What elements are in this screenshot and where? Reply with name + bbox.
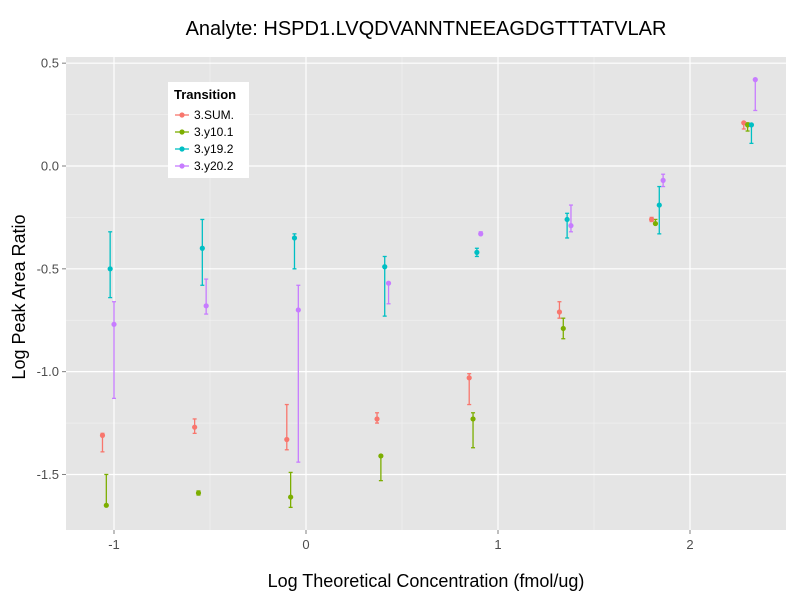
error-bars <box>100 78 758 509</box>
data-points <box>99 77 758 508</box>
data-point <box>649 216 655 223</box>
data-point <box>385 280 392 286</box>
data-point <box>203 303 209 309</box>
legend-label: 3.y10.1 <box>194 125 234 139</box>
x-tick-label: 0 <box>302 537 309 552</box>
data-point <box>382 264 388 270</box>
data-point <box>752 77 758 83</box>
data-point <box>111 321 117 327</box>
legend-key-point <box>179 146 185 152</box>
data-point <box>748 122 755 128</box>
x-tick-label: 2 <box>686 537 693 552</box>
data-point <box>474 249 480 255</box>
data-point <box>107 266 113 272</box>
data-point <box>195 490 202 496</box>
data-point <box>741 120 747 126</box>
data-point <box>466 375 472 381</box>
y-axis-ticks: 0.5 0.0 -0.5 -1.0 -1.5 <box>37 56 66 482</box>
data-point <box>374 416 380 422</box>
legend-label: 3.y20.2 <box>194 159 234 173</box>
y-axis-title: Log Peak Area Ratio <box>9 214 29 379</box>
data-point <box>291 235 298 241</box>
y-tick-label: -1.0 <box>37 364 59 379</box>
legend-key-point <box>179 129 185 135</box>
legend-items: 3.SUM. 3.y10.1 3.y19.2 3.y20.2 <box>175 108 234 173</box>
data-point <box>656 202 662 208</box>
x-tick-label: 1 <box>494 537 501 552</box>
y-tick-label: -0.5 <box>37 261 59 276</box>
legend-label: 3.y19.2 <box>194 142 234 156</box>
legend-key-point <box>179 163 185 169</box>
data-point <box>568 223 574 229</box>
x-tick-label: -1 <box>108 537 120 552</box>
data-point <box>192 424 198 430</box>
data-point <box>284 436 290 443</box>
legend-title: Transition <box>174 87 236 102</box>
data-point <box>564 216 570 223</box>
data-point <box>378 453 384 459</box>
legend-label: 3.SUM. <box>194 108 234 122</box>
data-point <box>99 432 106 438</box>
data-point <box>745 122 751 128</box>
data-point <box>288 494 294 500</box>
y-tick-label: 0.0 <box>41 158 59 173</box>
data-point <box>478 231 484 237</box>
data-point <box>660 177 666 183</box>
data-point <box>470 416 476 422</box>
data-point <box>199 245 205 251</box>
x-axis-ticks: -1 0 1 2 <box>108 530 694 552</box>
y-tick-label: -1.5 <box>37 467 59 482</box>
data-point <box>652 220 659 227</box>
data-point <box>295 307 301 313</box>
x-axis-title: Log Theoretical Concentration (fmol/ug) <box>268 571 585 591</box>
data-point <box>103 502 109 508</box>
legend-key-point <box>179 112 185 118</box>
legend: Transition 3.SUM. 3.y10.1 3.y19.2 3.y20.2 <box>168 82 249 178</box>
data-point <box>560 325 566 332</box>
data-point <box>556 309 563 315</box>
y-tick-label: 0.5 <box>41 56 59 71</box>
chart-title: Analyte: HSPD1.LVQDVANNTNEEAGDGTTTATVLAR <box>186 18 667 40</box>
